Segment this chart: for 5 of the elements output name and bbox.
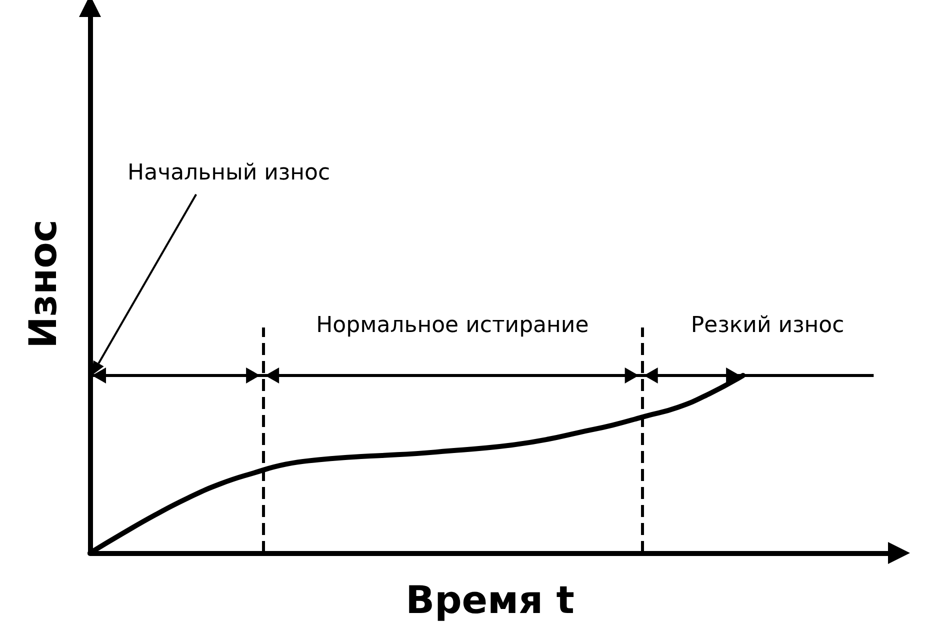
text: Резкий износ	[690, 313, 844, 338]
text: Нормальное истирание	[316, 313, 589, 338]
x-axis-title: Время t	[406, 578, 574, 622]
y-axis-title: Износ	[21, 220, 65, 348]
text: Начальный износ	[128, 160, 330, 186]
